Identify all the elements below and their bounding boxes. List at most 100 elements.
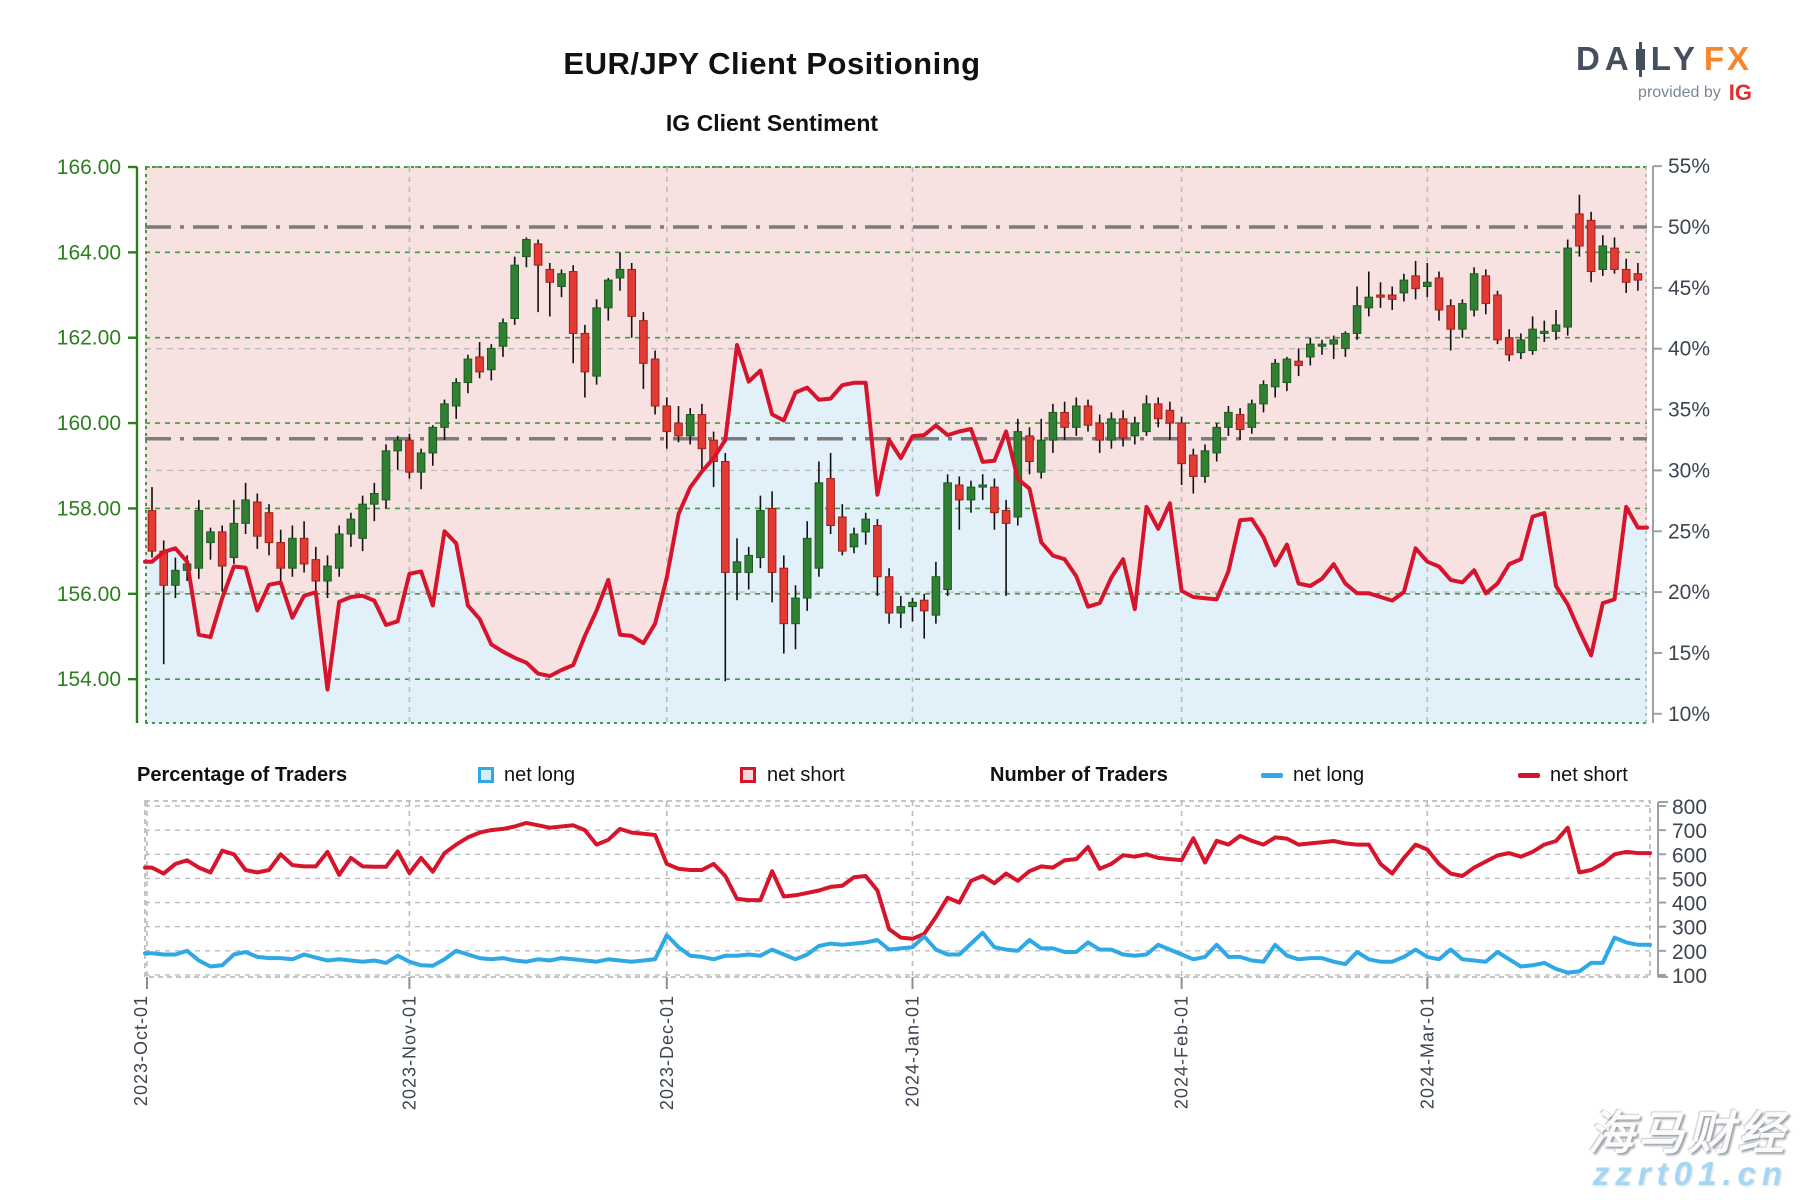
candle-body (756, 510, 765, 559)
candle-body (428, 426, 438, 454)
candle-body (276, 542, 285, 569)
date-label: 2023-Nov-01 (399, 995, 419, 1110)
candle-body (299, 537, 309, 565)
date-label: 2023-Oct-01 (131, 995, 151, 1106)
price-axis-label: 156.00 (57, 583, 121, 606)
candle-body (592, 307, 601, 377)
candle-body (1399, 279, 1409, 294)
logo-text-daily: DA LY (1576, 40, 1700, 77)
candle-body (721, 460, 730, 573)
count-axis-label: 800 (1672, 796, 1707, 819)
candle-body (931, 576, 941, 616)
candle-body (1072, 405, 1081, 428)
provided-by-label: provided by (1638, 84, 1721, 101)
legend-net-long-count-dash (1261, 773, 1283, 778)
candle-body (1423, 281, 1432, 288)
candle-body (1633, 273, 1643, 281)
candle-body (978, 484, 988, 488)
candle-body (475, 356, 484, 373)
candle-body (1177, 422, 1186, 465)
legend-net-short-count-dash (1518, 773, 1540, 778)
page-title: EUR/JPY Client Positioning (563, 46, 981, 81)
candle-body (1586, 219, 1596, 273)
candle-body (1540, 330, 1549, 334)
candle-body (1598, 245, 1608, 270)
dailyfx-logo: DA LY FX provided by IG (1452, 40, 1752, 106)
candle-body (1575, 213, 1584, 247)
date-label: 2023-Dec-01 (657, 995, 677, 1110)
candle-body (1504, 337, 1514, 356)
candle-body (1411, 275, 1420, 290)
candle-body (1364, 296, 1374, 309)
candle-body (966, 486, 976, 501)
net-short-pct-line (143, 343, 1649, 692)
candle-body (627, 268, 637, 317)
candle-body (498, 322, 508, 347)
pct-axis-label: 35% (1668, 399, 1710, 422)
count-axis-label: 100 (1672, 965, 1707, 988)
candle-body (463, 358, 473, 384)
candle-body (1387, 294, 1397, 300)
pct-axis-label: 15% (1668, 642, 1710, 665)
candle-body (1025, 435, 1034, 462)
pct-axis-label: 50% (1668, 216, 1710, 239)
candle-body (1352, 305, 1362, 334)
candle-body (533, 243, 543, 266)
candle-body (1282, 358, 1292, 384)
count-axis-label: 500 (1672, 868, 1707, 891)
candle-body (990, 486, 999, 514)
price-axis-label: 162.00 (57, 327, 121, 350)
candle-body (1224, 411, 1233, 428)
candle-body (346, 518, 356, 535)
candle-body (440, 403, 449, 428)
candle-body (955, 484, 964, 501)
candlestick-icon (1635, 41, 1645, 77)
price-axis-label: 164.00 (57, 241, 121, 264)
candle-body (241, 499, 250, 524)
legend-net-long-pct-label: net long (504, 764, 576, 786)
candle-body (1341, 332, 1350, 349)
candle-body (1083, 405, 1093, 426)
candle-body (264, 512, 274, 544)
legend-net-short-count-label: net short (1550, 764, 1628, 786)
pct-axis-label: 40% (1668, 338, 1710, 361)
candle-body (791, 597, 800, 625)
watermark: 海马财经 zzrt01.cn (1588, 1109, 1788, 1192)
candle-body (1458, 303, 1467, 330)
candle-body (311, 559, 321, 582)
candle-body (849, 533, 859, 548)
candle-body (1118, 418, 1128, 439)
candle-body (194, 510, 204, 569)
price-axis-label: 160.00 (57, 412, 121, 435)
candle-body (1434, 277, 1444, 311)
chart-subtitle: IG Client Sentiment (665, 110, 879, 136)
candle-body (510, 264, 519, 320)
candle-body (604, 279, 613, 309)
pct-axis-label: 30% (1668, 459, 1710, 482)
candle-body (1060, 411, 1069, 428)
candle-body (802, 537, 812, 599)
candle-body (767, 507, 777, 573)
legend-pct-group-label: Percentage of Traders (137, 764, 348, 786)
candle-body (697, 414, 707, 450)
candle-body (1493, 294, 1502, 341)
candle-body (1165, 409, 1175, 424)
candle-body (1153, 403, 1163, 420)
candle-body (545, 268, 555, 283)
candle-body (1036, 439, 1046, 473)
ig-logo: IG (1728, 80, 1752, 105)
candle-body (288, 537, 297, 569)
candle-body (381, 450, 391, 501)
count-axis-label: 200 (1672, 941, 1707, 964)
candle-body (1212, 426, 1222, 454)
candle-body (358, 503, 367, 539)
candle-body (568, 271, 578, 334)
candle-body (662, 405, 672, 433)
candle-body (253, 501, 262, 537)
candle-body (451, 382, 461, 407)
candle-body (487, 347, 496, 371)
candle-body (1001, 510, 1011, 524)
candle-body (814, 482, 824, 569)
